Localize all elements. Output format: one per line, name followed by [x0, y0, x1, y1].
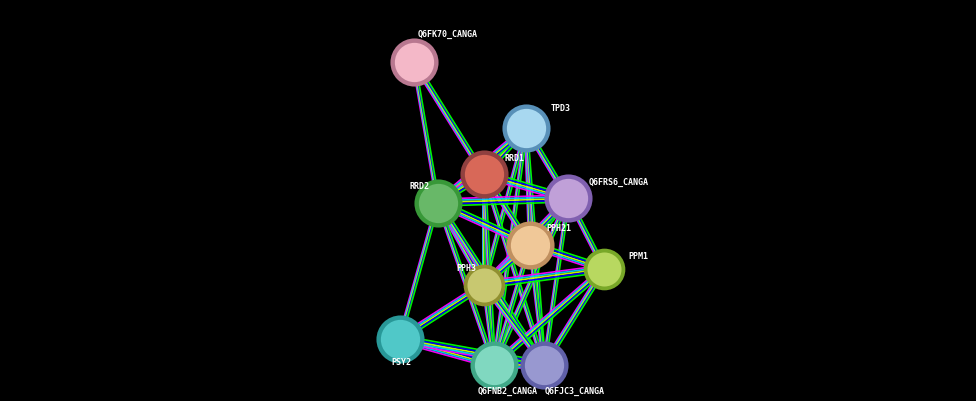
- Point: [522, 241, 538, 248]
- Text: TPD3: TPD3: [550, 104, 570, 113]
- Point: [406, 59, 422, 65]
- Point: [430, 199, 446, 206]
- Point: [518, 125, 534, 132]
- Text: Q6FJC3_CANGA: Q6FJC3_CANGA: [545, 387, 604, 395]
- Text: Q6FK70_CANGA: Q6FK70_CANGA: [418, 30, 478, 38]
- Point: [560, 195, 576, 202]
- Text: Q6FRS6_CANGA: Q6FRS6_CANGA: [589, 178, 648, 187]
- Point: [476, 171, 492, 178]
- Point: [486, 362, 502, 368]
- Point: [537, 362, 552, 368]
- Text: RRD1: RRD1: [504, 154, 524, 163]
- Point: [430, 199, 446, 206]
- Point: [476, 282, 492, 288]
- Text: RRD2: RRD2: [410, 182, 429, 191]
- Point: [476, 171, 492, 178]
- Text: PPH21: PPH21: [547, 224, 571, 233]
- Point: [406, 59, 422, 65]
- Text: PSY2: PSY2: [391, 358, 412, 367]
- Point: [522, 241, 538, 248]
- Point: [486, 362, 502, 368]
- Point: [476, 282, 492, 288]
- Text: PPH3: PPH3: [456, 264, 476, 273]
- Point: [392, 336, 408, 342]
- Point: [392, 336, 408, 342]
- Point: [596, 265, 612, 272]
- Point: [518, 125, 534, 132]
- Point: [537, 362, 552, 368]
- Point: [560, 195, 576, 202]
- Text: Q6FNB2_CANGA: Q6FNB2_CANGA: [478, 387, 538, 395]
- Text: PPM1: PPM1: [629, 252, 648, 261]
- Point: [596, 265, 612, 272]
